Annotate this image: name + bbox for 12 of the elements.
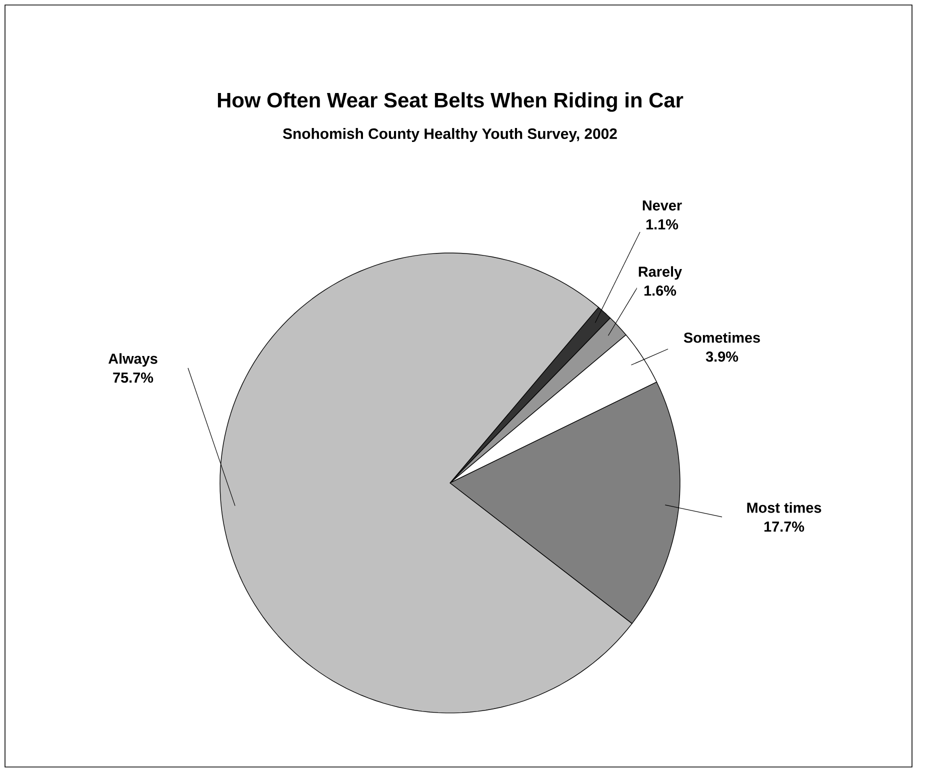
data-label: 1.6%: [644, 286, 676, 296]
data-label: 1.1%: [646, 219, 678, 230]
data-label: 75.7%: [113, 372, 154, 383]
slice-label: Never: [642, 200, 682, 211]
data-label: 17.7%: [764, 522, 804, 532]
chart-subtitle: Snohomish County Healthy Youth Survey, 2002: [282, 128, 617, 142]
legend-label: Most times: [747, 502, 822, 513]
slice-label: Always: [108, 353, 158, 367]
slice-label: Rarely: [638, 266, 682, 280]
slice-label: Sometimes: [684, 332, 760, 343]
data-label: 3.9%: [706, 352, 738, 362]
chart-title: How Often Wear Seat Belts When Riding in Car: [218, 92, 684, 112]
